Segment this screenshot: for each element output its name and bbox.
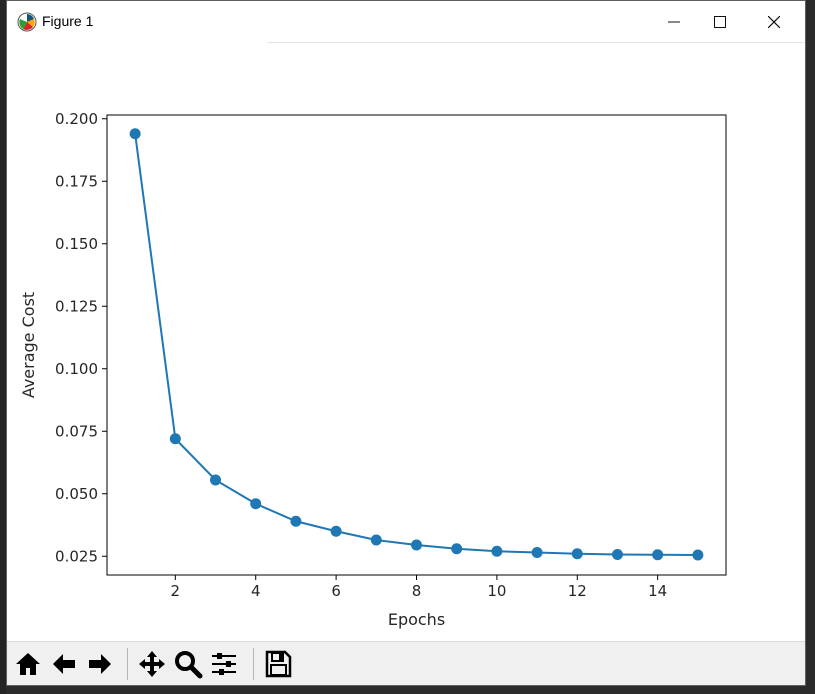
title-divider: [267, 42, 805, 43]
y-tick-label: 0.150: [55, 235, 98, 253]
data-point: [370, 534, 382, 546]
data-point: [290, 515, 302, 527]
toolbar-separator: [253, 648, 254, 680]
arrow-left-icon: [53, 654, 75, 674]
arrow-right-icon: [89, 654, 111, 674]
data-point: [692, 549, 704, 561]
home-icon: [16, 653, 40, 675]
x-tick-label: 8: [412, 582, 422, 600]
x-tick-label: 10: [487, 582, 506, 600]
title-bar[interactable]: Figure 1: [7, 1, 805, 43]
maximize-icon: [714, 16, 726, 28]
move-icon: [139, 651, 165, 677]
x-tick-label: 14: [648, 582, 667, 600]
magnifier-icon: [175, 651, 203, 679]
x-tick-label: 6: [331, 582, 341, 600]
toolbar-separator: [127, 648, 128, 680]
y-axis-label: Average Cost: [19, 292, 38, 398]
data-point: [411, 539, 422, 551]
line-chart[interactable]: 2 4 6 8 10 12 14 0.025 0.050 0.075 0.100 0.125 0.150…: [7, 43, 805, 641]
configure-subplots-button[interactable]: [207, 647, 241, 681]
data-point: [250, 498, 262, 510]
figure-canvas[interactable]: 2 4 6 8 10 12 14 0.025 0.050 0.075 0.100 0.125 0.150…: [7, 43, 805, 641]
data-point: [611, 549, 623, 560]
back-button[interactable]: [47, 647, 81, 681]
data-point: [451, 543, 463, 555]
data-point: [531, 547, 543, 558]
minimize-icon: [668, 21, 680, 23]
save-button[interactable]: [261, 647, 295, 681]
navigation-toolbar: [7, 641, 805, 685]
close-icon: [768, 16, 780, 28]
home-button[interactable]: [11, 647, 45, 681]
data-point: [571, 548, 583, 560]
y-tick-label: 0.050: [55, 485, 98, 503]
y-tick-label: 0.200: [55, 110, 98, 128]
y-tick-label: 0.175: [55, 172, 98, 190]
y-tick-label: 0.075: [55, 422, 98, 440]
forward-button[interactable]: [83, 647, 117, 681]
floppy-disk-icon: [265, 650, 292, 678]
x-tick-label: 12: [568, 582, 587, 600]
x-axis-label: Epochs: [388, 610, 445, 629]
zoom-button[interactable]: [171, 647, 205, 681]
data-point: [491, 545, 503, 557]
background-editor-strip: [0, 0, 6, 694]
pan-button[interactable]: [135, 647, 169, 681]
close-button[interactable]: [751, 1, 797, 43]
x-tick-label: 4: [251, 582, 261, 600]
minimize-button[interactable]: [651, 1, 697, 43]
matplotlib-logo-icon: [17, 12, 37, 32]
figure-window: Figure 1 2 4 6 8 10 12 14 0.025 0.050 0.075 0.100 0…: [6, 0, 806, 686]
x-tick-label: 2: [171, 582, 181, 600]
sliders-icon: [212, 653, 236, 675]
data-point: [129, 128, 141, 140]
maximize-button[interactable]: [697, 1, 743, 43]
data-point: [330, 525, 342, 537]
y-tick-label: 0.125: [55, 297, 98, 315]
y-tick-label: 0.025: [55, 547, 98, 565]
plot-area: [106, 114, 727, 576]
data-point: [652, 549, 664, 561]
window-title: Figure 1: [42, 13, 94, 29]
y-tick-label: 0.100: [55, 360, 98, 378]
data-point: [210, 474, 222, 486]
data-point: [169, 433, 181, 445]
